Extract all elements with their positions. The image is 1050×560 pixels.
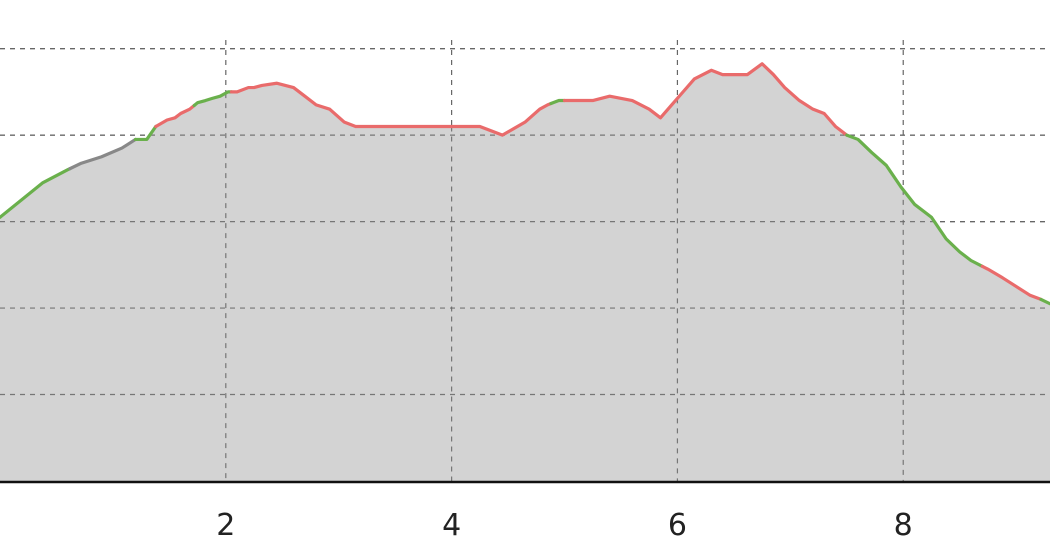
profile-segment-downhill-6 — [549, 98, 567, 106]
profile-segment-downhill-4 — [192, 90, 234, 108]
profile-segment-downhill-8 — [845, 133, 984, 268]
x-tick-label: 4 — [442, 508, 461, 543]
grade-colored-line — [0, 62, 1050, 306]
elevation-area — [0, 48, 1050, 481]
profile-segment-downhill-2 — [133, 124, 158, 142]
profile-segment-flat-1 — [68, 137, 138, 171]
elevation-fill — [0, 63, 1050, 481]
profile-segment-uphill-7 — [562, 62, 849, 137]
x-tick-labels: 2 4 6 8 — [216, 508, 913, 543]
profile-segment-uphill-9 — [980, 264, 1043, 302]
profile-segment-downhill-10 — [1039, 297, 1050, 306]
x-tick-label: 6 — [668, 508, 687, 543]
x-tick-label: 2 — [216, 508, 235, 543]
x-tick-label: 8 — [894, 508, 913, 543]
profile-segment-uphill-3 — [154, 103, 196, 129]
profile-segment-uphill-5 — [229, 81, 553, 137]
